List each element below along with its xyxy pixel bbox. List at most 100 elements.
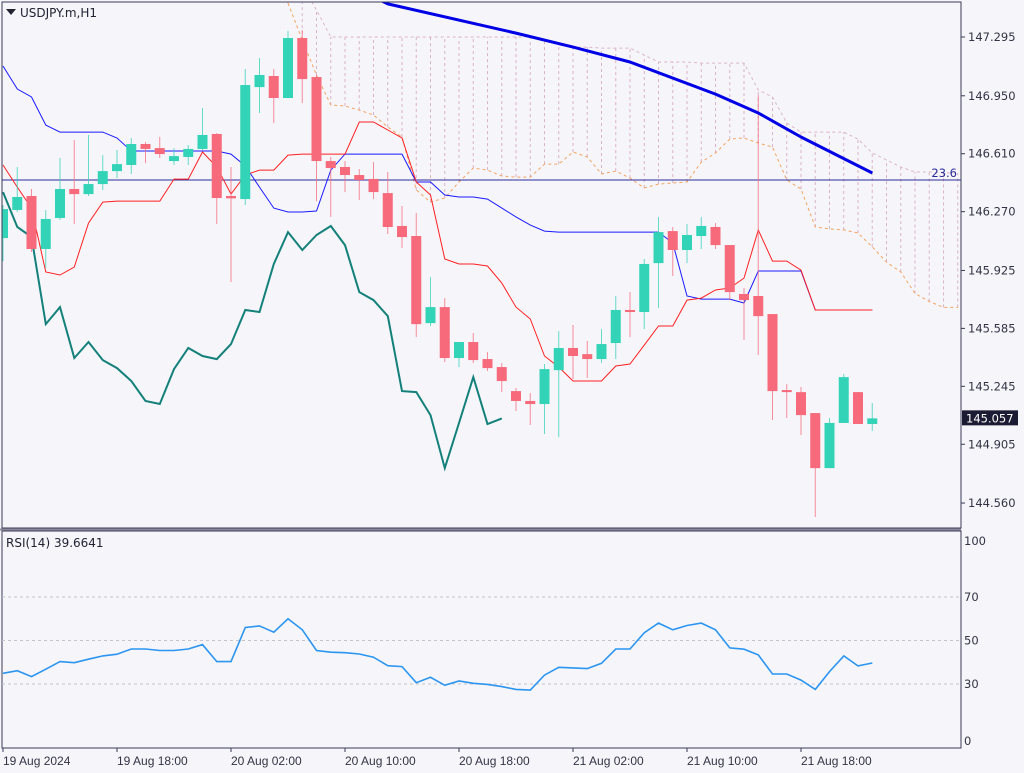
bullish-candle [40, 209, 51, 269]
candle-body [154, 148, 165, 155]
bearish-candle [297, 30, 308, 104]
bearish-candle [724, 245, 735, 301]
price-tick-label: 144.905 [968, 437, 1016, 451]
bullish-candle [596, 329, 607, 363]
candle-body [810, 413, 821, 469]
chikou-span-line [2, 191, 503, 472]
candle-body [867, 418, 878, 424]
bullish-candle [240, 69, 251, 206]
candle-body [639, 263, 650, 313]
candle-body [653, 232, 664, 264]
bearish-candle [154, 137, 165, 158]
bullish-candle [824, 418, 835, 469]
symbol-header[interactable]: USDJPY.m,H1 [6, 6, 97, 20]
moving-average-line [380, 2, 873, 175]
bullish-candle [283, 31, 293, 99]
bullish-candle [2, 205, 8, 262]
price-pane-border [1, 1, 962, 529]
candle-body [40, 218, 51, 249]
price-axis[interactable]: 147.295 146.950 146.610 146.270 145.925 145.5… [961, 30, 1016, 510]
time-axis[interactable]: 19 Aug 2024 19 Aug 18:00 20 Aug 02:00 20 Au… [2, 748, 872, 768]
candle-body [97, 171, 108, 185]
time-tick-label: 19 Aug 2024 [3, 754, 71, 768]
current-price-tag: 145.057 [962, 410, 1018, 426]
candle-body [724, 245, 735, 293]
price-tick-label: 145.245 [968, 379, 1016, 393]
bearish-candle [468, 332, 479, 363]
triangle-down-icon[interactable] [6, 9, 16, 15]
fibo-level[interactable]: 23.6 [2, 166, 961, 181]
rsi-tick-label: 70 [964, 590, 979, 604]
current-price-tag-bg [962, 410, 1018, 426]
rsi-tick-label: 30 [964, 677, 979, 691]
candle-body [482, 359, 493, 369]
candle-body [268, 76, 279, 99]
bearish-candle [211, 133, 222, 225]
senkou-span-a-line [287, 2, 958, 308]
candle-body [824, 422, 835, 469]
bullish-candle [197, 108, 208, 150]
candle-body [539, 369, 550, 405]
bearish-candle [667, 226, 678, 277]
rsi-label: RSI(14) 39.6641 [6, 536, 104, 550]
candle-body [696, 225, 707, 237]
candle-body [169, 156, 179, 162]
candle-body [796, 392, 806, 416]
bullish-candle [610, 296, 621, 360]
candle-body [140, 144, 151, 149]
time-tick-label: 20 Aug 02:00 [231, 754, 302, 768]
candle-body [112, 164, 122, 172]
candle-body [254, 74, 265, 88]
rsi-tick-label: 50 [964, 634, 979, 648]
bearish-candle [496, 362, 507, 393]
bearish-candle [382, 171, 393, 234]
bearish-candle [411, 213, 422, 338]
bearish-candle [810, 413, 821, 518]
candle-body [26, 195, 37, 249]
candle-body [454, 342, 464, 359]
bearish-candle [781, 384, 792, 419]
candle-body [55, 188, 65, 218]
senkou-span-b-line [311, 2, 958, 174]
candle-body [781, 390, 792, 393]
kijun-sen-line [2, 65, 873, 311]
bearish-candle [368, 162, 379, 200]
candle-body [311, 77, 322, 162]
price-tick-label: 146.610 [968, 147, 1016, 161]
bullish-candle [867, 403, 878, 431]
bearish-candle [325, 156, 336, 217]
bearish-candle [625, 292, 635, 338]
bearish-candle [796, 387, 806, 436]
candle-body [126, 144, 137, 165]
price-tick-label: 146.950 [968, 89, 1016, 103]
moving-average [380, 2, 873, 175]
rsi-tick-label: 0 [964, 734, 971, 748]
bearish-candle [311, 74, 322, 202]
bearish-candle [268, 69, 279, 124]
current-price-label: 145.057 [966, 411, 1014, 425]
candle-body [468, 342, 479, 361]
bullish-candle [553, 331, 564, 438]
candle-body [354, 175, 365, 180]
bullish-candle [183, 145, 194, 165]
bearish-candle [140, 141, 151, 164]
bearish-candle [69, 140, 80, 225]
rsi-pane[interactable]: RSI(14) 39.6641 100 70 50 30 0 [1, 530, 986, 749]
ichimoku-cloud [287, 2, 959, 308]
candle-body [397, 225, 407, 238]
bearish-candle [853, 392, 863, 424]
candle-body [753, 296, 764, 317]
candle-body [582, 354, 593, 360]
candle-body [682, 235, 692, 250]
candle-body [767, 314, 778, 392]
bearish-candle [568, 324, 578, 379]
candle-body [183, 148, 194, 157]
bullish-candle [639, 259, 650, 330]
candle-body [325, 161, 336, 169]
price-pane[interactable]: 23.6 USDJPY.m,H1 147.295146.950146.61014… [0, 0, 1018, 529]
candle-body [667, 231, 678, 250]
bearish-candle [511, 388, 521, 412]
candle-body [340, 167, 350, 176]
